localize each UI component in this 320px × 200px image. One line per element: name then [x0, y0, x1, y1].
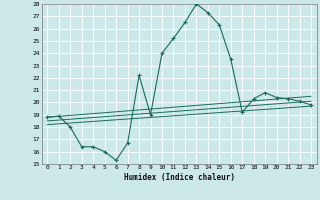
X-axis label: Humidex (Indice chaleur): Humidex (Indice chaleur): [124, 173, 235, 182]
